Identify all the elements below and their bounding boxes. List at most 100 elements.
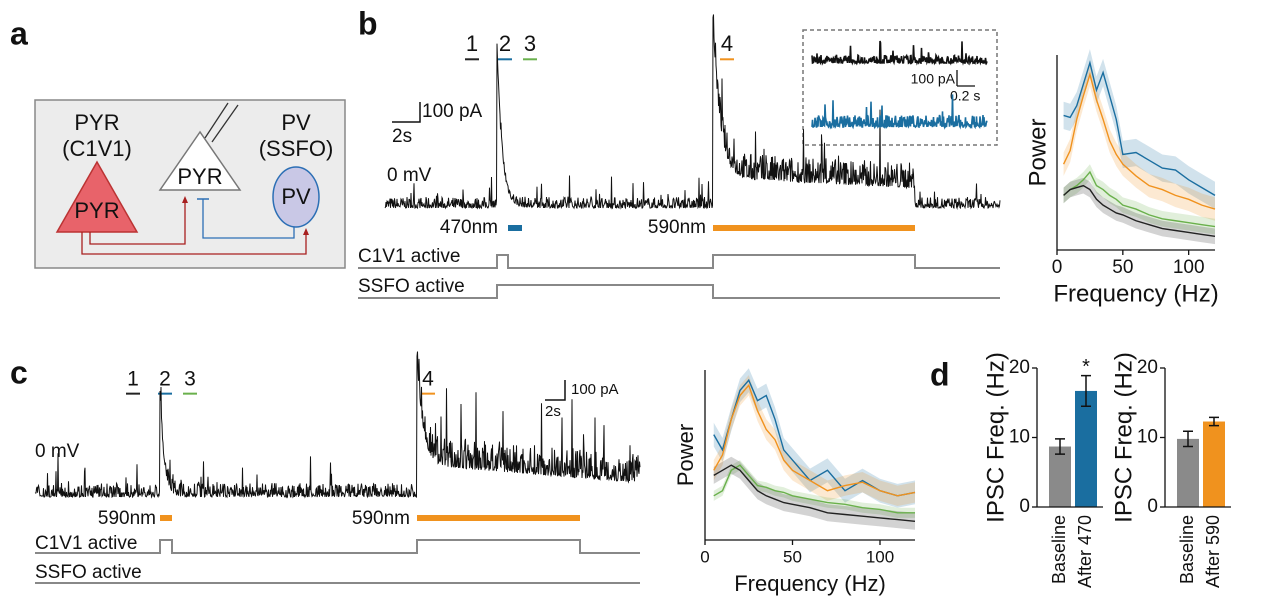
event-marker: 2 bbox=[499, 31, 511, 56]
arrowhead bbox=[303, 228, 309, 235]
error-band bbox=[713, 456, 915, 530]
node-inner: PV bbox=[281, 184, 311, 209]
y-axis-label: Power bbox=[673, 424, 698, 486]
spectrum-line bbox=[713, 464, 915, 514]
spectrum-line bbox=[1063, 60, 1216, 197]
x-axis-label: Frequency (Hz) bbox=[1053, 280, 1218, 307]
panel-label: c bbox=[10, 354, 28, 390]
x-tick-label: After 590 bbox=[1203, 515, 1223, 588]
x-tick-label: Baseline bbox=[1049, 515, 1069, 584]
error-bar bbox=[1183, 430, 1193, 448]
current-trace bbox=[811, 40, 988, 66]
pyr-neuron bbox=[158, 130, 242, 191]
node-inner: PYR bbox=[74, 198, 119, 223]
significance: * bbox=[1082, 356, 1090, 378]
pyr-neuron bbox=[55, 160, 139, 233]
y-tick-label: 10 bbox=[1009, 427, 1030, 448]
node-label: PV bbox=[281, 110, 311, 135]
node-sublabel: (SSFO) bbox=[259, 136, 334, 161]
node-sublabel: (C1V1) bbox=[62, 136, 132, 161]
x-tick-label: 50 bbox=[783, 547, 802, 566]
scale-label: 100 pA bbox=[571, 381, 619, 398]
state-label: C1V1 active bbox=[358, 246, 460, 267]
y-axis-label: IPSC Freq. (Hz) bbox=[982, 352, 1009, 523]
spectrum-line bbox=[1063, 170, 1216, 228]
bar bbox=[1177, 438, 1199, 507]
scale-label: 0.2 s bbox=[950, 88, 980, 104]
scale-label: 100 pA bbox=[911, 71, 956, 87]
event-marker: 4 bbox=[422, 368, 434, 391]
x-tick-label: 100 bbox=[1173, 257, 1205, 278]
y-axis-label: Power bbox=[1024, 118, 1051, 186]
y-tick-label: 20 bbox=[1137, 357, 1158, 378]
stim-bar bbox=[713, 225, 915, 231]
scale-label: 2s bbox=[392, 126, 412, 147]
current-trace bbox=[384, 14, 1001, 210]
arrowhead bbox=[182, 196, 188, 203]
stim-bar bbox=[508, 225, 522, 231]
scale-bar bbox=[392, 102, 421, 123]
spectrum-line bbox=[713, 383, 916, 497]
spectrum-line bbox=[713, 464, 916, 522]
error-band bbox=[1063, 49, 1215, 210]
state-label: SSFO active bbox=[35, 562, 142, 583]
stim-bar bbox=[417, 515, 580, 521]
pipette bbox=[204, 102, 229, 139]
holding-label: 0 mV bbox=[35, 441, 80, 462]
holding-label: 0 mV bbox=[387, 165, 432, 186]
error-bar bbox=[1081, 374, 1091, 407]
stim-bar bbox=[160, 515, 172, 521]
scale-bar bbox=[545, 380, 566, 401]
y-tick-label: 0 bbox=[1019, 496, 1030, 517]
state-line bbox=[358, 284, 1000, 299]
event-marker: 4 bbox=[721, 31, 733, 56]
error-band bbox=[1063, 177, 1215, 245]
error-band bbox=[713, 368, 915, 508]
pv-neuron bbox=[272, 166, 320, 228]
y-axis-label: IPSC Freq. (Hz) bbox=[1110, 352, 1137, 523]
state-line bbox=[35, 539, 640, 554]
error-band bbox=[713, 375, 915, 506]
x-tick-label: 0 bbox=[1052, 257, 1063, 278]
state-line bbox=[358, 254, 1000, 269]
connection bbox=[81, 232, 307, 255]
pipette bbox=[211, 104, 239, 143]
y-tick-label: 10 bbox=[1137, 427, 1158, 448]
node-label: PYR bbox=[74, 110, 119, 135]
stim-label: 590nm bbox=[98, 508, 156, 529]
spectrum-line bbox=[713, 378, 916, 497]
x-tick-label: 50 bbox=[1112, 257, 1133, 278]
event-marker: 1 bbox=[127, 368, 139, 391]
current-trace bbox=[811, 94, 988, 130]
error-bar bbox=[1055, 438, 1065, 455]
node-inner: PYR bbox=[177, 164, 222, 189]
scale-label: 2s bbox=[545, 403, 561, 420]
error-bar bbox=[1209, 416, 1219, 427]
connection bbox=[202, 199, 295, 239]
panel-label: b bbox=[358, 5, 378, 41]
y-tick-label: 0 bbox=[1147, 496, 1158, 517]
spectrum-line bbox=[1063, 184, 1216, 238]
y-tick-label: 20 bbox=[1009, 357, 1030, 378]
connection bbox=[89, 200, 186, 245]
bar bbox=[1075, 390, 1097, 507]
panel-label: d bbox=[930, 356, 950, 392]
spectrum-line bbox=[1062, 71, 1216, 210]
state-label: C1V1 active bbox=[35, 533, 137, 554]
state-label: SSFO active bbox=[358, 276, 465, 297]
x-tick-label: Baseline bbox=[1177, 515, 1197, 584]
error-band bbox=[1063, 164, 1215, 235]
current-trace bbox=[34, 351, 641, 499]
inset-box bbox=[802, 29, 998, 146]
x-tick-label: 0 bbox=[700, 547, 709, 566]
event-marker: 1 bbox=[466, 31, 478, 56]
bar bbox=[1203, 421, 1225, 507]
event-marker: 3 bbox=[184, 368, 196, 391]
scale-label: 100 pA bbox=[422, 101, 483, 122]
x-tick-label: After 470 bbox=[1075, 515, 1095, 588]
stim-label: 590nm bbox=[648, 217, 706, 238]
stim-label: 470nm bbox=[440, 217, 498, 238]
bar bbox=[1049, 446, 1071, 507]
